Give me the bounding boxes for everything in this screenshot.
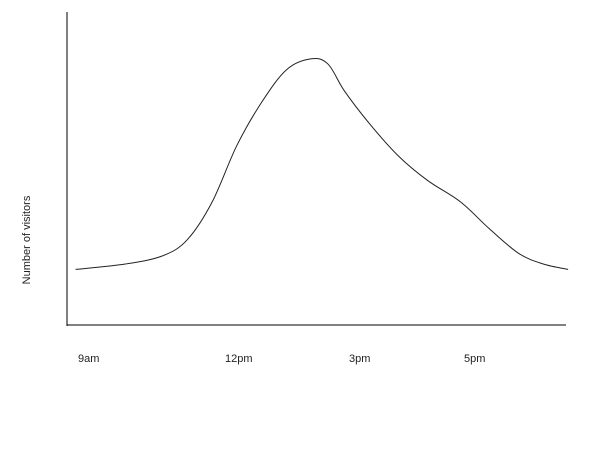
y-axis-title: Number of visitors	[21, 195, 33, 284]
axes	[66, 12, 566, 326]
x-tick-label-9am: 9am	[78, 353, 99, 365]
x-tick-labels: 9am 12pm 3pm 5pm	[78, 353, 485, 365]
x-tick-label-5pm: 5pm	[464, 353, 485, 365]
x-tick-label-3pm: 3pm	[349, 353, 370, 365]
x-tick-label-12pm: 12pm	[225, 353, 253, 365]
visitors-line	[75, 58, 569, 270]
